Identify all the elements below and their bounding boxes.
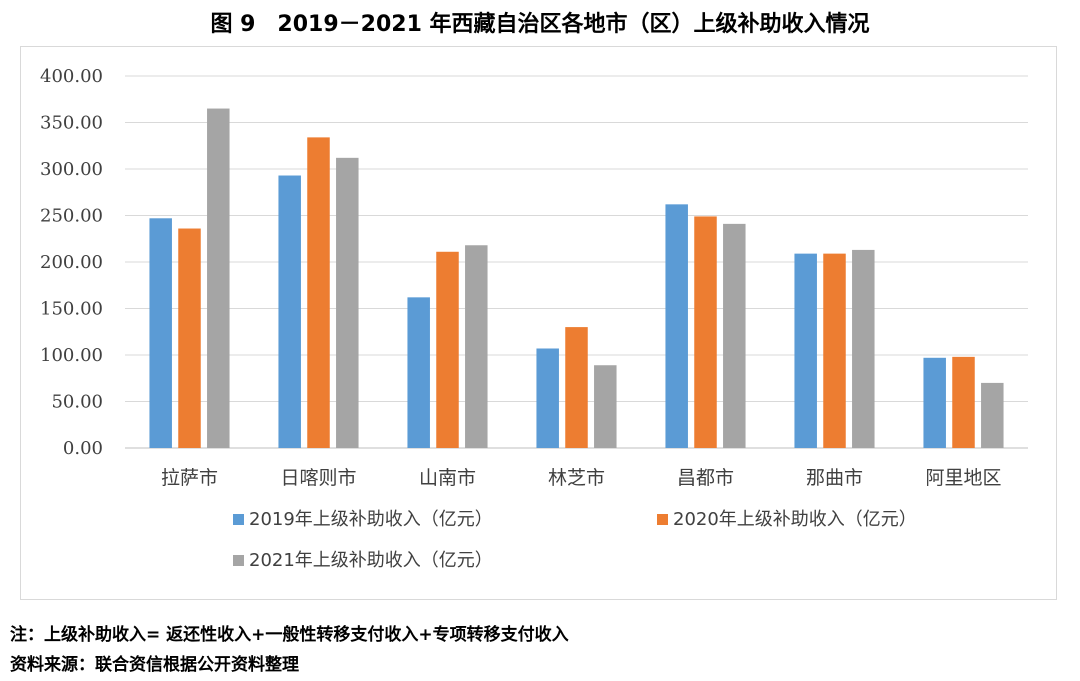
bar-2020-2: 山南市 2020年上级补助收入（亿元）: 211 [436, 251, 459, 448]
legend-label: 2021年上级补助收入（亿元） [249, 550, 493, 571]
y-tick-label: 150.00 [40, 299, 103, 320]
bar-2020-0: 拉萨市 2020年上级补助收入（亿元）: 236 [178, 228, 201, 448]
bar-2019-2: 山南市 2019年上级补助收入（亿元）: 162 [407, 297, 430, 448]
chart-frame [20, 46, 1057, 600]
y-tick-label: 400.00 [40, 66, 103, 87]
y-tick-label: 50.00 [51, 392, 103, 413]
bar-2019-3: 林芝市 2019年上级补助收入（亿元）: 107 [536, 348, 559, 448]
bar-2021-2: 山南市 2021年上级补助收入（亿元）: 218 [465, 245, 488, 448]
x-category-label: 昌都市 [677, 467, 734, 489]
bar-2021-6: 阿里地区 2021年上级补助收入（亿元）: 70 [981, 382, 1004, 448]
gridlines [125, 75, 1028, 449]
formula-note: 注：上级补助收入= 返还性收入+一般性转移支付收入+专项转移支付收入 [10, 625, 569, 645]
y-axis-tick-labels: 0.00 50.00 100.00 150.00 200.00 250.00 300.00 3… [40, 66, 103, 459]
bar-2020-4: 昌都市 2020年上级补助收入（亿元）: 249 [694, 216, 717, 448]
bar-2021-4: 昌都市 2021年上级补助收入（亿元）: 241 [723, 223, 746, 448]
bar-2020-5: 那曲市 2020年上级补助收入（亿元）: 209 [823, 253, 846, 448]
bar-2020-3: 林芝市 2020年上级补助收入（亿元）: 130 [565, 327, 588, 448]
y-tick-label: 350.00 [40, 113, 103, 134]
bar-2020-6: 阿里地区 2020年上级补助收入（亿元）: 98 [952, 356, 975, 448]
legend-label: 2020年上级补助收入（亿元） [673, 509, 917, 530]
bar-2021-3: 林芝市 2021年上级补助收入（亿元）: 89 [594, 365, 617, 448]
legend-swatch [233, 514, 244, 525]
y-tick-label: 200.00 [40, 252, 103, 273]
x-category-label: 林芝市 [548, 467, 605, 489]
bar-chart: 0.00 50.00 100.00 150.00 200.00 250.00 300.00 3… [40, 66, 1028, 571]
bar-2019-6: 阿里地区 2019年上级补助收入（亿元）: 97 [923, 357, 946, 448]
bar-2019-0: 拉萨市 2019年上级补助收入（亿元）: 247 [149, 218, 172, 448]
legend-swatch [233, 555, 244, 566]
legend-swatch [657, 514, 668, 525]
source-note: 资料来源：联合资信根据公开资料整理 [10, 655, 299, 675]
legend: 2019年上级补助收入（亿元） 2020年上级补助收入（亿元） 2021年上级补助收… [233, 509, 917, 571]
bar-2021-1: 日喀则市 2021年上级补助收入（亿元）: 312 [336, 157, 359, 448]
y-tick-label: 250.00 [40, 206, 103, 227]
bar-2019-1: 日喀则市 2019年上级补助收入（亿元）: 293 [278, 175, 301, 448]
y-tick-label: 0.00 [63, 438, 103, 459]
x-category-label: 日喀则市 [280, 467, 356, 489]
x-category-label: 阿里地区 [925, 467, 1001, 489]
x-axis-category-labels: 拉萨市 日喀则市 山南市 林芝市 昌都市 那曲市 阿里地区 [161, 467, 1002, 489]
x-category-label: 拉萨市 [161, 467, 218, 489]
bar-2019-4: 昌都市 2019年上级补助收入（亿元）: 262 [665, 204, 688, 448]
bar-2021-0: 拉萨市 2021年上级补助收入（亿元）: 365 [207, 108, 230, 449]
chart-title: 图 9 2019－2021 年西藏自治区各地市（区）上级补助收入情况 [210, 12, 870, 37]
bar-2019-5: 那曲市 2019年上级补助收入（亿元）: 209 [794, 253, 817, 448]
bar-2021-5: 那曲市 2021年上级补助收入（亿元）: 213 [852, 249, 875, 448]
bar-2020-1: 日喀则市 2020年上级补助收入（亿元）: 334 [307, 137, 330, 448]
y-tick-label: 300.00 [40, 159, 103, 180]
y-tick-label: 100.00 [40, 345, 103, 366]
x-category-label: 山南市 [419, 467, 476, 489]
legend-label: 2019年上级补助收入（亿元） [249, 509, 493, 530]
bars: 拉萨市 2019年上级补助收入（亿元）: 247 拉萨市 2020年上级补助收入（… [149, 108, 1004, 449]
x-category-label: 那曲市 [806, 467, 863, 489]
